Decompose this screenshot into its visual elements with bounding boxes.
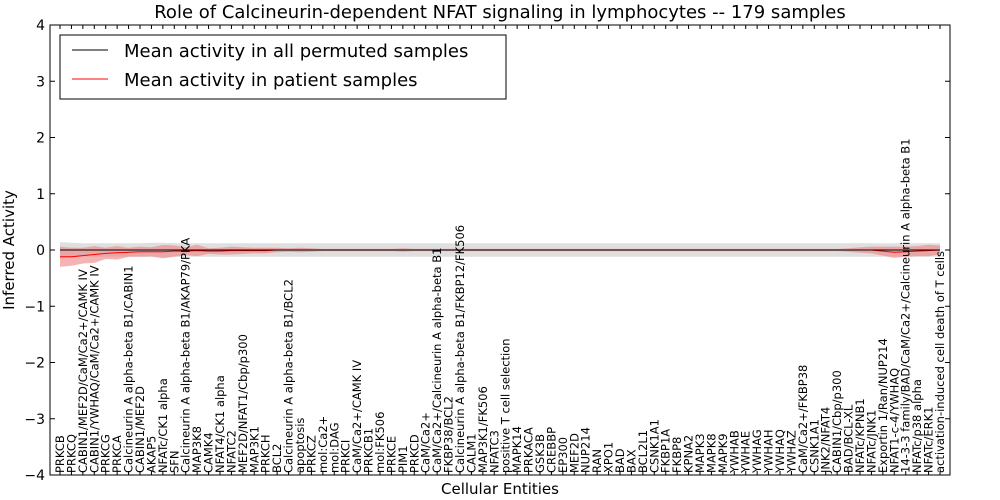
y-tick-label: −4	[24, 468, 45, 484]
x-tick-label: Calcineurin A alpha-beta B1/FKBP12/FK506	[453, 225, 467, 473]
x-tick-label: CREBBP	[544, 427, 558, 473]
y-tick-label: −3	[24, 412, 45, 428]
legend-box	[59, 34, 507, 100]
x-tick-label: CALM1	[464, 433, 478, 473]
x-tick-label: MAPK14	[510, 426, 524, 473]
x-tick-label: BAD/BCL-XL	[842, 404, 856, 473]
x-axis-label: Cellular Entities	[441, 480, 559, 498]
x-tick-label: NFATC3	[487, 430, 501, 473]
x-tick-label: FKBP1A	[659, 429, 673, 473]
plot-area: −4 −3 −2 −1 0 1 2 3 4 PRKCBPRKCQCABIN1/MEF2D/CaM…	[24, 18, 951, 484]
x-tick-label: YWHAZ	[784, 430, 798, 474]
x-tick-label: 14-3-3 family/BAD/CaM/Ca2+/Calcineurin A…	[899, 138, 913, 473]
x-tick-label: positive T cell selection	[499, 338, 513, 473]
x-tick-label: NFATC2	[224, 430, 238, 473]
x-tick-label: NFATc/CK1 alpha	[156, 378, 170, 473]
x-tick-label: mol:Ca2+	[316, 416, 330, 473]
x-tick-label: PRKCB	[53, 435, 67, 473]
y-tick-label: 1	[36, 187, 45, 203]
x-tick-label: SFN	[167, 450, 181, 473]
x-tick-label: MAPK3	[693, 433, 707, 473]
x-tick-label: XPO1	[602, 442, 616, 473]
legend: Mean activity in all permuted samples Me…	[59, 34, 507, 100]
x-tick-label: NFAT1-c-4/YWHAQ	[887, 368, 901, 473]
x-tick-label: CaM/Ca2+/CAMK IV	[350, 360, 364, 473]
x-tick-label: PRKCG	[99, 434, 113, 473]
y-tick-label: 3	[36, 74, 45, 90]
x-tick-label: mol:DAG	[327, 422, 341, 473]
x-tick-label: MAP3K1/FK506	[476, 386, 490, 473]
legend-label-patient: Mean activity in patient samples	[124, 70, 418, 91]
x-tick-label: Exportin 1/Ran/NUP214	[876, 338, 890, 473]
x-tick-label: CaM/Ca2+/Calcineurin A alpha-beta B1	[430, 248, 444, 473]
x-tick-label: NUP214	[579, 427, 593, 473]
x-tick-label: PRKCA	[110, 435, 124, 473]
x-tick-label: FKBP38/BCL2	[442, 396, 456, 473]
y-axis-label: Inferred Activity	[0, 190, 18, 310]
x-tick-label: MEF2D	[567, 433, 581, 473]
x-tick-label: FKBP8	[670, 437, 684, 473]
x-tick-label: BAX	[624, 449, 638, 473]
series-lines	[60, 249, 941, 258]
x-tick-label: mol:FK506	[373, 412, 387, 473]
y-tick-label: −2	[24, 356, 45, 372]
x-tick-label: Calcineurin A alpha-beta B1/CABIN1	[122, 265, 136, 473]
x-tick-label: CAMK4	[202, 432, 216, 473]
x-tick-label: BAD	[613, 448, 627, 473]
x-tick-label: PRKCE	[384, 436, 398, 473]
x-tick-label: CSNK1A1	[807, 419, 821, 473]
y-axis: −4 −3 −2 −1 0 1 2 3 4	[24, 18, 950, 484]
x-tick-label: CSNK1A1	[647, 419, 661, 473]
x-tick-label: PRKCH	[259, 434, 273, 473]
x-tick-label: Calcineurin A alpha-beta B1/AKAP79/PKA	[179, 238, 193, 473]
x-tick-label: YWHAG	[750, 429, 764, 474]
x-tick-label: NFATc/JNK1	[864, 410, 878, 473]
y-tick-label: −1	[24, 299, 45, 315]
x-tick-label: NFATc/ERK1	[922, 406, 936, 473]
x-tick-label: YWHAE	[739, 431, 753, 474]
x-tick-label: apoptosis	[293, 418, 307, 473]
x-tick-label: PRKCD	[407, 434, 421, 473]
x-tick-label: PRKCB1	[362, 428, 376, 473]
x-tick-label: KPNA2	[682, 435, 696, 473]
x-tick-label: PRKACA	[522, 427, 536, 473]
x-tick-label: JNK2/NFAT4	[819, 407, 833, 474]
x-tick-label: YWHAH	[762, 429, 776, 474]
x-tick-label: PRKCZ	[304, 435, 318, 473]
x-tick-label: Calcineurin A alpha-beta B1/BCL2	[282, 279, 296, 473]
x-tick-label: activation-induced cell death of T cells	[933, 251, 947, 473]
x-tick-label: CaM/Ca2+/FKBP38	[796, 365, 810, 473]
y-tick-label: 4	[36, 18, 45, 34]
x-tick-label: CABIN1/Cbp/p300	[830, 370, 844, 473]
x-tick-label: BCL2	[270, 444, 284, 473]
x-tick-label: CABIN1/MEF2D/CaM/Ca2+/CAMK IV	[76, 269, 90, 473]
x-tick-label: MAP3K1	[247, 426, 261, 473]
x-tick-label: PRKCQ	[64, 434, 78, 473]
x-tick-label: BCL2L1	[636, 430, 650, 473]
x-tick-label: CABIN1/MEF2D	[133, 386, 147, 473]
x-tick-label: NFATc/p38 alpha	[910, 379, 924, 473]
x-tick-label: NFAT4/CK1 alpha	[213, 375, 227, 473]
x-tick-label: MEF2D/NFAT1/Cbp/p300	[236, 334, 250, 473]
chart-title: Role of Calcineurin-dependent NFAT signa…	[154, 2, 846, 23]
x-tick-label: YWHAQ	[773, 429, 787, 474]
y-tick-label: 0	[36, 243, 45, 259]
x-tick-label: MAPK8	[704, 433, 718, 473]
x-tick-label: AKAP5	[144, 436, 158, 473]
legend-label-permuted: Mean activity in all permuted samples	[124, 41, 468, 62]
x-tick-label: NFATc/KPNB1	[853, 398, 867, 473]
x-tick-label: CaM/Ca2+	[419, 412, 433, 473]
x-tick-label: MAP3K8	[190, 426, 204, 473]
y-tick-label: 2	[36, 131, 45, 147]
x-tick-label: YWHAB	[727, 430, 741, 474]
x-tick-label: GSK3B	[533, 434, 547, 473]
x-tick-label: EP300	[556, 437, 570, 473]
x-tick-label: PRKCI	[339, 440, 353, 473]
x-tick-label: RAN	[590, 449, 604, 473]
x-tick-label: PIM1	[396, 445, 410, 473]
x-tick-label: CABIN1/YWHAQ/CaM/Ca2+/CAMK IV	[87, 265, 101, 473]
x-tick-label: MAPK9	[716, 433, 730, 473]
